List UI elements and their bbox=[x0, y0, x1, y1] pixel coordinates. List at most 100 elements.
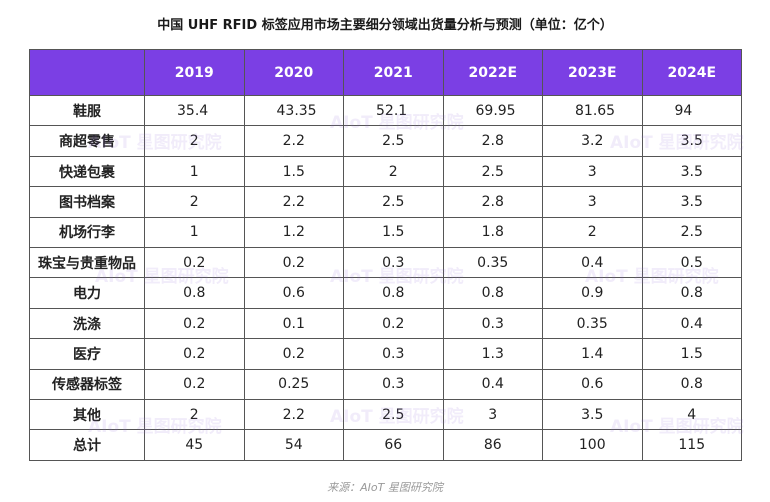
table-cell: 81.65 bbox=[542, 94, 643, 127]
table-cell: 1.2 bbox=[243, 216, 344, 249]
table-cell: 3.5 bbox=[641, 186, 742, 218]
table-cell: 2.5 bbox=[442, 155, 543, 188]
table-cell: 0.6 bbox=[542, 368, 643, 401]
header-row: 2019 2020 2021 2022E 2023E 2024E bbox=[29, 49, 742, 96]
table-cell: 0.8 bbox=[144, 277, 245, 309]
table-cell: 0.2 bbox=[144, 307, 245, 340]
table-cell: 115 bbox=[641, 429, 742, 461]
table-cell: 1 bbox=[144, 155, 245, 188]
table-title: 中国 UHF RFID 标签应用市场主要细分领域出货量分析与预测（单位：亿个） bbox=[157, 18, 613, 33]
table-cell: 3 bbox=[542, 155, 643, 188]
table-cell: 1 bbox=[144, 216, 245, 249]
table-cell: 43.35 bbox=[243, 94, 344, 127]
table-cell: 0.4 bbox=[442, 368, 543, 401]
table-cell: 0.3 bbox=[442, 307, 543, 340]
table-cell: 2.2 bbox=[243, 399, 344, 431]
table-row: 传感器标签 0.2 0.25 0.3 0.4 0.6 0.8 bbox=[29, 368, 742, 401]
row-category: 洗涤 bbox=[29, 307, 145, 340]
table-cell: 3.5 bbox=[641, 125, 742, 157]
table-cell: 2.5 bbox=[343, 399, 444, 431]
header-year: 2023E bbox=[542, 49, 643, 96]
table-cell: 0.8 bbox=[343, 277, 444, 309]
row-category: 总计 bbox=[29, 429, 145, 461]
table-cell: 3.5 bbox=[641, 155, 742, 188]
table-cell: 2.5 bbox=[343, 125, 444, 157]
table-cell: 2.2 bbox=[243, 125, 344, 157]
table-cell: 4 bbox=[641, 399, 742, 431]
table-cell: 1.4 bbox=[542, 338, 643, 370]
table-cell: 0.2 bbox=[144, 368, 245, 401]
table-row: 图书档案 2 2.2 2.5 2.8 3 3.5 bbox=[29, 186, 742, 218]
table-cell: 1.5 bbox=[641, 338, 742, 370]
header-year: 2022E bbox=[442, 49, 543, 96]
table-cell: 0.35 bbox=[542, 307, 643, 340]
row-category: 快递包裹 bbox=[29, 155, 145, 188]
header-year: 2024E bbox=[641, 49, 742, 96]
table-cell: 1.8 bbox=[442, 216, 543, 249]
table-cell: 66 bbox=[343, 429, 444, 461]
table-cell: 1.5 bbox=[343, 216, 444, 249]
table-cell: 54 bbox=[243, 429, 344, 461]
table-cell: 0.3 bbox=[343, 247, 444, 279]
table-cell: 3.5 bbox=[542, 399, 643, 431]
table-cell: 0.6 bbox=[243, 277, 344, 309]
table-cell: 0.35 bbox=[442, 247, 543, 279]
row-category: 其他 bbox=[29, 399, 145, 431]
table-cell: 2.8 bbox=[442, 186, 543, 218]
table-cell: 3 bbox=[542, 186, 643, 218]
table-row: 商超零售 2 2.2 2.5 2.8 3.2 3.5 bbox=[29, 125, 742, 157]
table-cell: 2.8 bbox=[442, 125, 543, 157]
table-cell: 100 bbox=[542, 429, 643, 461]
table-cell: 0.3 bbox=[343, 338, 444, 370]
table-cell: 2 bbox=[343, 155, 444, 188]
table-row: 珠宝与贵重物品 0.2 0.2 0.3 0.35 0.4 0.5 bbox=[29, 247, 742, 279]
table-cell: 3.2 bbox=[542, 125, 643, 157]
table-cell: 2 bbox=[144, 186, 245, 218]
row-category: 机场行李 bbox=[29, 216, 145, 249]
shipment-table: 2019 2020 2021 2022E 2023E 2024E 鞋服 35.4 4… bbox=[29, 49, 742, 461]
table-cell: 0.8 bbox=[641, 368, 742, 401]
row-category: 电力 bbox=[29, 277, 145, 309]
row-category: 图书档案 bbox=[29, 186, 145, 218]
table-cell: 1.3 bbox=[442, 338, 543, 370]
header-year: 2020 bbox=[243, 49, 344, 96]
table-cell: 35.4 bbox=[144, 94, 245, 127]
table-cell: 1.5 bbox=[243, 155, 344, 188]
table-cell: 2 bbox=[144, 125, 245, 157]
table-cell: 0.5 bbox=[641, 247, 742, 279]
table-cell: 0.2 bbox=[144, 247, 245, 279]
table-row: 快递包裹 1 1.5 2 2.5 3 3.5 bbox=[29, 155, 742, 188]
header-year: 2019 bbox=[144, 49, 245, 96]
table-cell: 86 bbox=[442, 429, 543, 461]
table-cell: 2.2 bbox=[243, 186, 344, 218]
row-category: 医疗 bbox=[29, 338, 145, 370]
row-category: 珠宝与贵重物品 bbox=[29, 247, 145, 279]
table-row: 洗涤 0.2 0.1 0.2 0.3 0.35 0.4 bbox=[29, 307, 742, 340]
table-cell: 0.8 bbox=[442, 277, 543, 309]
table-row: 机场行李 1 1.2 1.5 1.8 2 2.5 bbox=[29, 216, 742, 249]
source-note: 来源：AIoT 星图研究院 bbox=[327, 481, 443, 494]
table-cell: 0.25 bbox=[243, 368, 344, 401]
table-cell: 3 bbox=[442, 399, 543, 431]
table-cell: 69.95 bbox=[442, 94, 543, 127]
table-cell: 0.4 bbox=[542, 247, 643, 279]
table-row: 医疗 0.2 0.2 0.3 1.3 1.4 1.5 bbox=[29, 338, 742, 370]
table-cell: 0.9 bbox=[542, 277, 643, 309]
header-corner bbox=[29, 49, 145, 96]
row-category: 鞋服 bbox=[29, 94, 145, 127]
table-row: 其他 2 2.2 2.5 3 3.5 4 bbox=[29, 399, 742, 431]
table-row: 电力 0.8 0.6 0.8 0.8 0.9 0.8 bbox=[29, 277, 742, 309]
table-cell: 2 bbox=[144, 399, 245, 431]
table-cell: 0.1 bbox=[243, 307, 344, 340]
header-year: 2021 bbox=[343, 49, 444, 96]
row-category: 传感器标签 bbox=[29, 368, 145, 401]
table-cell: 2.5 bbox=[641, 216, 742, 249]
table-cell: 0.8 bbox=[641, 277, 742, 309]
table-cell: 0.2 bbox=[343, 307, 444, 340]
table-cell: 0.2 bbox=[144, 338, 245, 370]
row-category: 商超零售 bbox=[29, 125, 145, 157]
table-cell: 0.2 bbox=[243, 338, 344, 370]
table-row: 总计 45 54 66 86 100 115 bbox=[29, 429, 742, 461]
table-row: 鞋服 35.4 43.35 52.1 69.95 81.65 94 bbox=[29, 94, 742, 127]
table-cell: 0.4 bbox=[641, 307, 742, 340]
